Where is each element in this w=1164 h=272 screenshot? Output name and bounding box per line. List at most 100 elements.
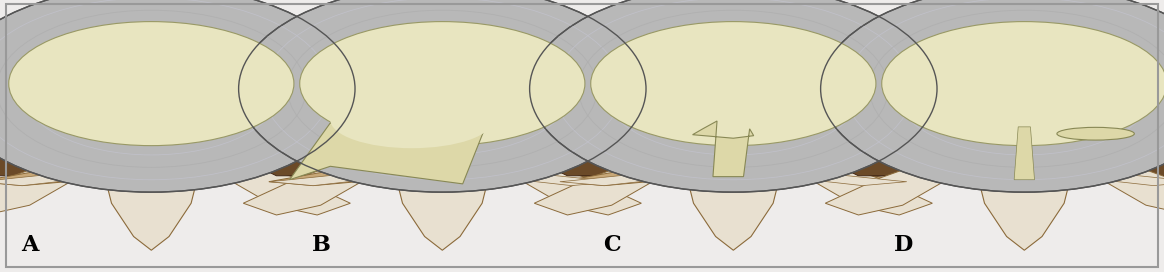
Bar: [810, 140, 1164, 152]
Ellipse shape: [963, 138, 1086, 154]
Bar: [228, 141, 371, 151]
Circle shape: [1030, 144, 1037, 146]
Polygon shape: [379, 147, 468, 161]
Polygon shape: [833, 174, 921, 213]
Polygon shape: [269, 174, 379, 186]
Polygon shape: [796, 174, 907, 186]
Ellipse shape: [331, 91, 494, 148]
Circle shape: [1025, 145, 1032, 147]
Circle shape: [157, 144, 164, 146]
Circle shape: [430, 144, 436, 146]
Ellipse shape: [90, 138, 213, 154]
Circle shape: [158, 146, 165, 148]
Polygon shape: [693, 121, 754, 177]
Polygon shape: [608, 143, 796, 162]
Ellipse shape: [590, 21, 876, 146]
Bar: [0, 140, 365, 152]
Circle shape: [449, 146, 456, 148]
Bar: [519, 130, 947, 155]
Circle shape: [734, 145, 741, 147]
Circle shape: [1021, 143, 1028, 144]
Polygon shape: [393, 168, 491, 250]
Bar: [0, 130, 365, 155]
Polygon shape: [1124, 174, 1164, 213]
Ellipse shape: [672, 138, 795, 154]
Circle shape: [1021, 147, 1028, 149]
Bar: [519, 141, 662, 151]
Circle shape: [443, 145, 450, 147]
Polygon shape: [814, 154, 1164, 176]
Polygon shape: [243, 166, 365, 215]
Bar: [810, 130, 1164, 155]
Circle shape: [739, 144, 746, 146]
Ellipse shape: [300, 21, 584, 146]
Circle shape: [448, 144, 455, 146]
Ellipse shape: [239, 0, 646, 192]
Polygon shape: [417, 147, 505, 161]
Polygon shape: [641, 162, 907, 186]
Polygon shape: [670, 147, 759, 161]
Polygon shape: [505, 174, 616, 186]
Polygon shape: [670, 143, 859, 162]
Circle shape: [143, 145, 150, 147]
Polygon shape: [251, 174, 340, 213]
Circle shape: [730, 147, 737, 149]
Polygon shape: [836, 174, 924, 213]
Polygon shape: [560, 162, 825, 186]
Polygon shape: [0, 174, 51, 213]
Bar: [228, 130, 656, 155]
Ellipse shape: [381, 138, 504, 154]
Ellipse shape: [9, 21, 293, 146]
Polygon shape: [0, 154, 361, 176]
Circle shape: [439, 143, 446, 144]
Polygon shape: [975, 168, 1073, 250]
Polygon shape: [999, 147, 1087, 161]
Polygon shape: [254, 174, 342, 213]
Circle shape: [428, 146, 435, 148]
Polygon shape: [269, 162, 534, 186]
Polygon shape: [317, 143, 505, 162]
Polygon shape: [228, 166, 350, 215]
Text: C: C: [603, 234, 620, 256]
Polygon shape: [545, 174, 633, 213]
Polygon shape: [523, 154, 943, 176]
Circle shape: [439, 147, 446, 149]
Polygon shape: [350, 162, 616, 186]
Ellipse shape: [530, 0, 937, 192]
Polygon shape: [88, 147, 177, 161]
Polygon shape: [810, 166, 932, 215]
Text: B: B: [312, 234, 331, 256]
Polygon shape: [560, 174, 670, 186]
Circle shape: [148, 147, 155, 149]
Circle shape: [719, 146, 726, 148]
Circle shape: [1012, 144, 1018, 146]
Circle shape: [137, 146, 144, 148]
Circle shape: [434, 145, 441, 147]
Polygon shape: [102, 168, 200, 250]
Ellipse shape: [882, 21, 1164, 146]
Polygon shape: [541, 174, 631, 213]
Circle shape: [721, 144, 728, 146]
Circle shape: [139, 144, 146, 146]
Polygon shape: [1014, 127, 1035, 180]
Circle shape: [740, 146, 747, 148]
Ellipse shape: [1057, 127, 1134, 140]
Circle shape: [1031, 146, 1038, 148]
Bar: [519, 140, 947, 152]
Text: A: A: [21, 234, 38, 256]
Ellipse shape: [821, 0, 1164, 192]
Polygon shape: [233, 154, 652, 176]
Circle shape: [725, 145, 732, 147]
Circle shape: [148, 143, 155, 144]
Bar: [810, 141, 953, 151]
Polygon shape: [379, 143, 567, 162]
Polygon shape: [290, 123, 483, 184]
Polygon shape: [1087, 174, 1164, 186]
Polygon shape: [932, 162, 1164, 186]
Bar: [228, 140, 656, 152]
Circle shape: [730, 143, 737, 144]
Polygon shape: [899, 143, 1087, 162]
Circle shape: [1010, 146, 1017, 148]
Text: D: D: [894, 234, 914, 256]
Ellipse shape: [0, 0, 355, 192]
